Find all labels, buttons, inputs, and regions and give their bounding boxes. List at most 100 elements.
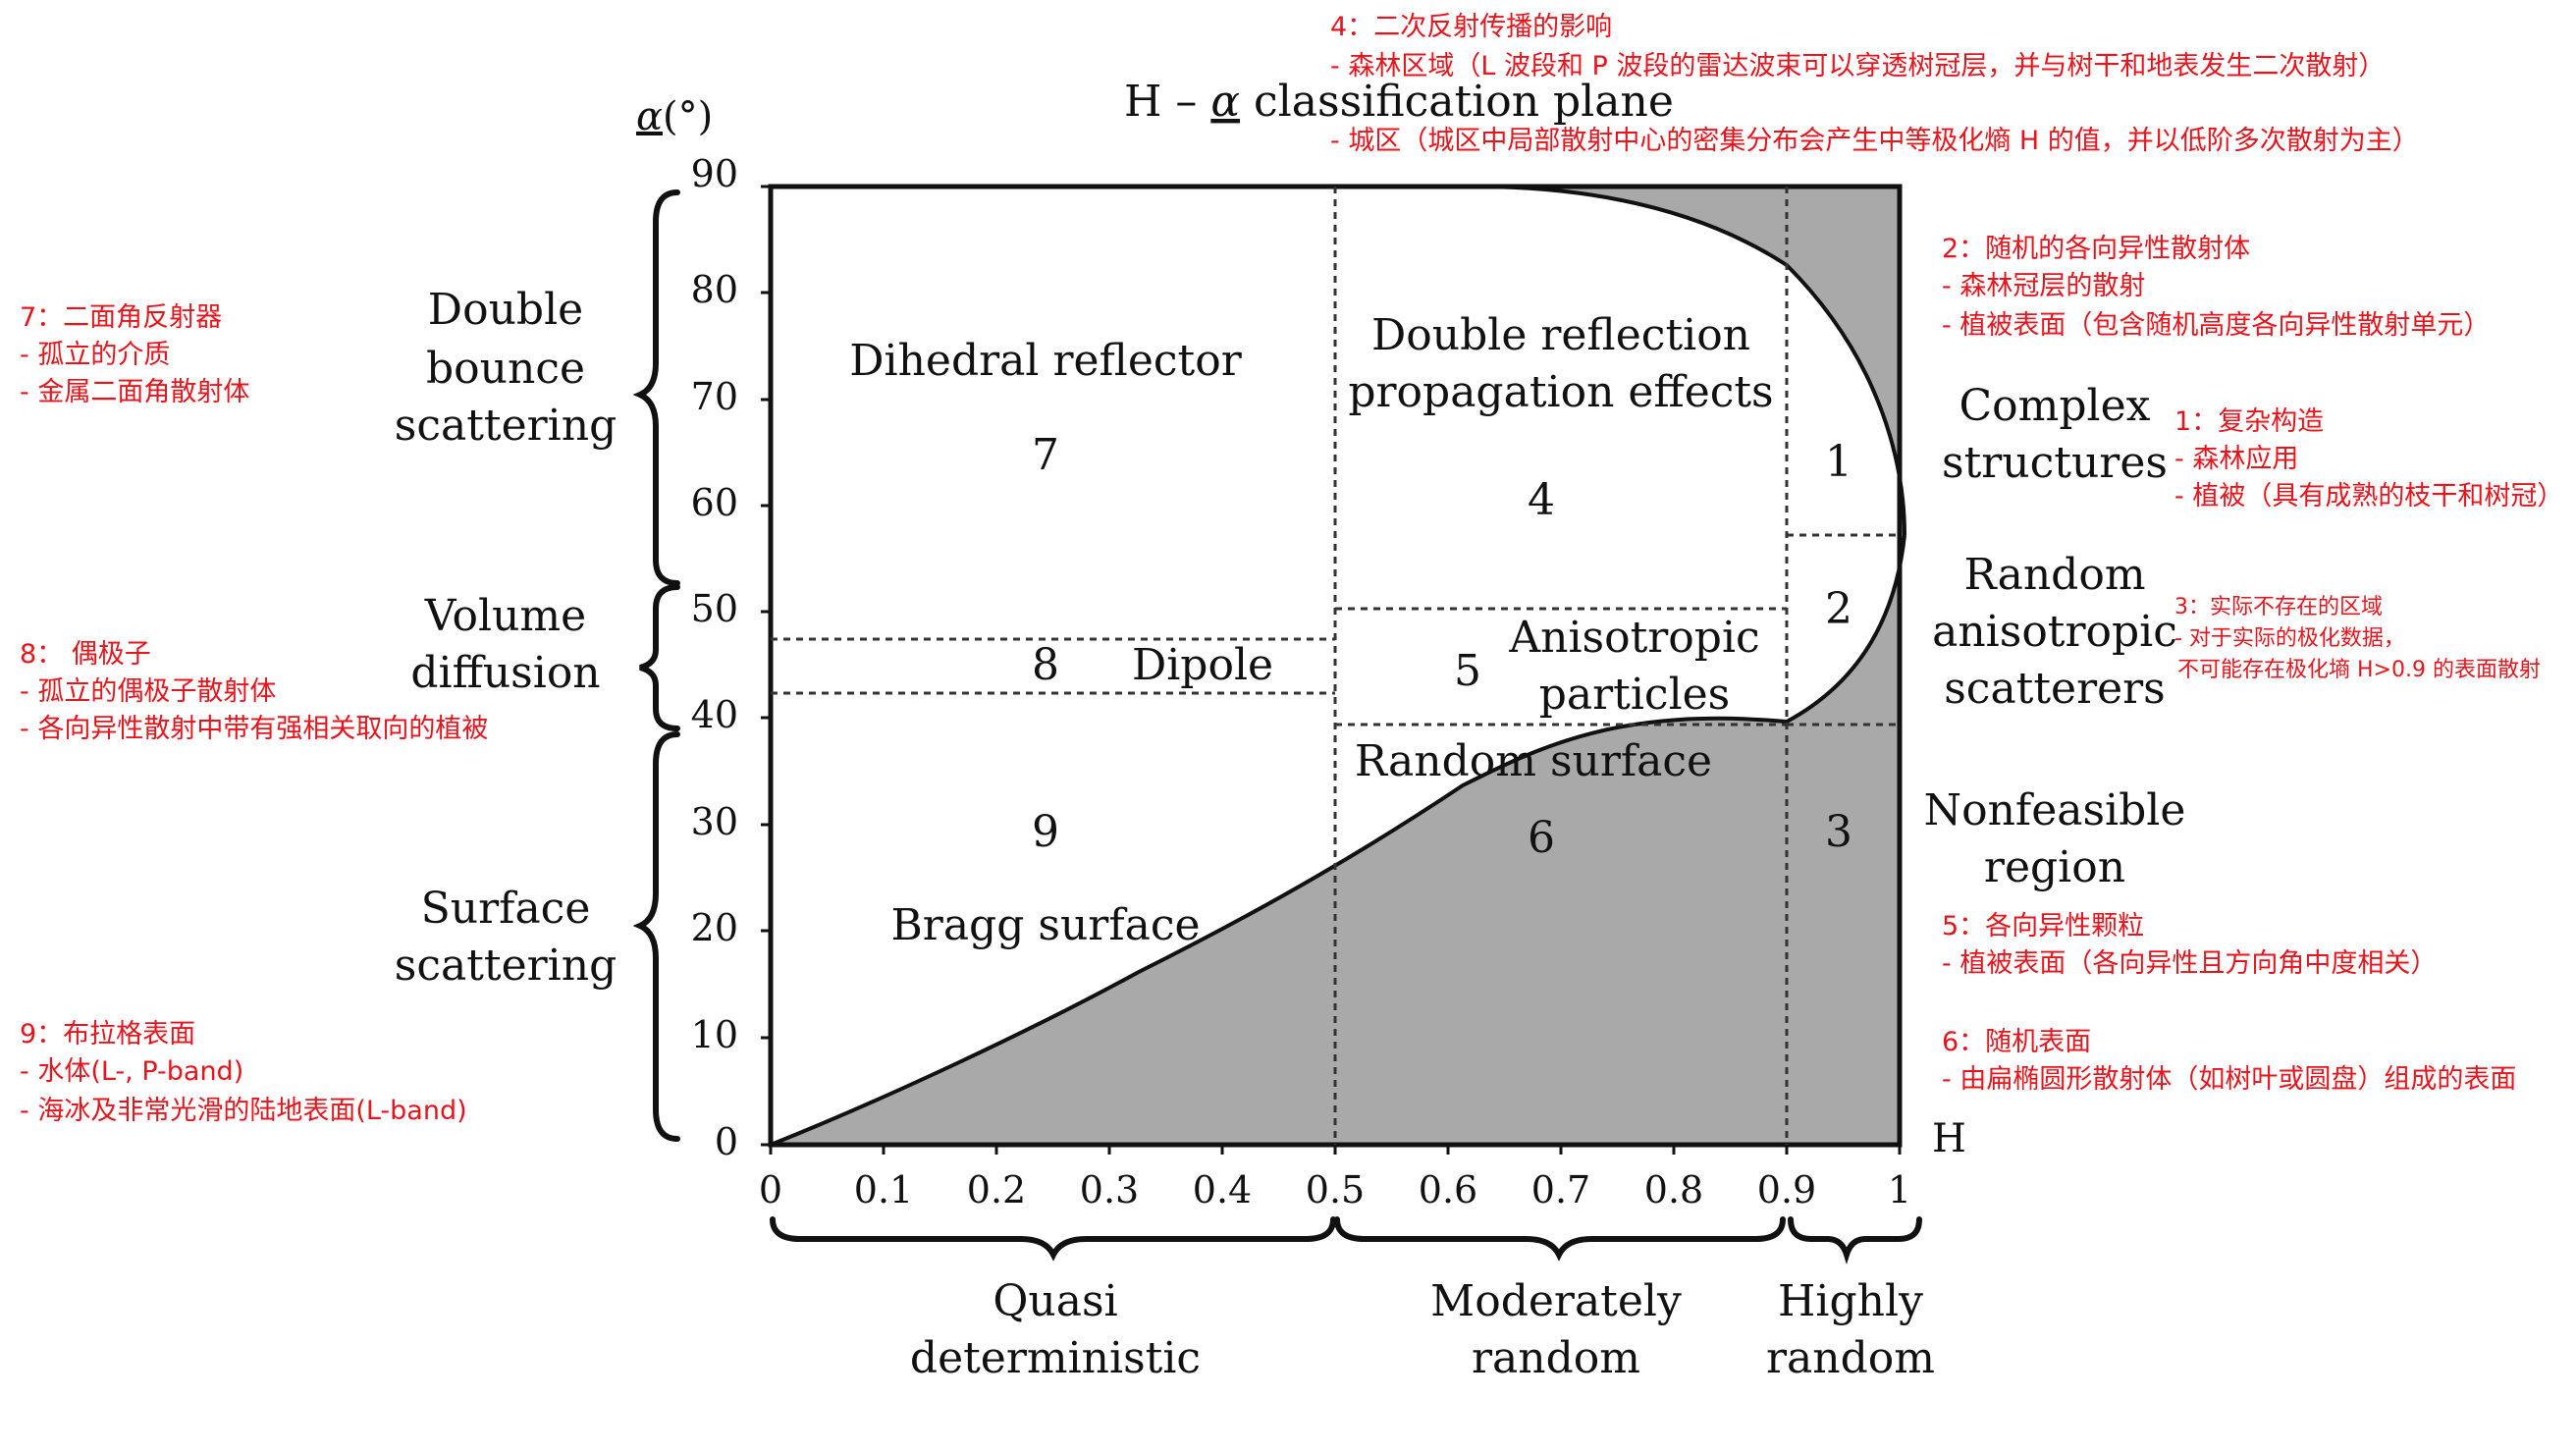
zone-aniso-2: particles [1539, 670, 1731, 720]
label-random-1: random [1472, 1333, 1640, 1383]
svg-text:- 由扁椭圆形散射体（如树叶或圆盘）组成的表面: - 由扁椭圆形散射体（如树叶或圆盘）组成的表面 [1942, 1064, 2516, 1095]
x-tick-0.5: 0.5 [1306, 1168, 1365, 1211]
label-random: Random [1963, 550, 2145, 600]
zone-dividers [771, 187, 1900, 1145]
brace-quasi-deterministic [770, 1216, 1336, 1262]
zone-double-reflection-2: propagation effects [1348, 367, 1773, 417]
x-tick-0.6: 0.6 [1419, 1168, 1477, 1211]
annotation-2: 2：随机的各向异性散射体 - 森林冠层的散射 - 植被表面（包含随机高度各向异性… [1942, 234, 2490, 341]
zone-bragg-label: Bragg surface [890, 900, 1200, 950]
zone-7-number: 7 [1032, 430, 1059, 480]
zone-6-number: 6 [1528, 813, 1555, 863]
label-highly: Highly [1778, 1276, 1923, 1326]
label-nonfeasible: Nonfeasible [1924, 785, 2186, 835]
x-tick-1: 1 [1888, 1168, 1911, 1211]
svg-text:7：二面角反射器: 7：二面角反射器 [20, 302, 222, 333]
label-diffusion: diffusion [410, 648, 600, 698]
annotation-7: 7：二面角反射器 - 孤立的介质 - 金属二面角散射体 [20, 302, 249, 407]
brace-volume-diffusion [639, 584, 680, 731]
y-tick-60: 60 [691, 481, 738, 524]
x-tick-0.1: 0.1 [854, 1168, 913, 1211]
lower-boundary-curve [770, 534, 1906, 1147]
x-tick-0: 0 [759, 1168, 782, 1211]
y-tick-20: 20 [691, 906, 738, 949]
svg-text:6：随机表面: 6：随机表面 [1942, 1027, 2091, 1057]
label-moderately: Moderately [1430, 1276, 1682, 1326]
label-anisotropic: anisotropic [1932, 607, 2177, 657]
y-tick-90: 90 [691, 152, 738, 195]
x-tick-0.3: 0.3 [1080, 1168, 1139, 1211]
svg-text:- 海冰及非常光滑的陆地表面(L-band): - 海冰及非常光滑的陆地表面(L-band) [20, 1096, 467, 1126]
x-tick-0.9: 0.9 [1757, 1168, 1816, 1211]
y-axis-label: α(°) [636, 94, 713, 139]
label-volume: Volume [424, 591, 586, 641]
label-complex: Complex [1959, 381, 2151, 431]
zone-9-number: 9 [1032, 807, 1059, 857]
y-tick-marks [761, 185, 771, 1147]
label-surface: Surface [421, 884, 591, 934]
label-bounce: bounce [426, 344, 585, 394]
zone-labels: Dihedral reflector 7 Double reflection p… [849, 310, 1852, 950]
zone-2-number: 2 [1825, 584, 1852, 634]
zone-5-number: 5 [1454, 646, 1481, 696]
zone-aniso-1: Anisotropic [1508, 613, 1759, 663]
label-quasi: Quasi [993, 1276, 1117, 1326]
x-tick-labels: 0 0.1 0.2 0.3 0.4 0.5 0.6 0.7 0.8 0.9 1 [759, 1168, 1911, 1211]
svg-text:- 水体(L-, P-band): - 水体(L-, P-band) [20, 1056, 243, 1087]
svg-text:- 植被表面（各向异性且方向角中度相关）: - 植被表面（各向异性且方向角中度相关） [1942, 948, 2437, 979]
label-structures: structures [1942, 438, 2168, 488]
svg-text:1：复杂构造: 1：复杂构造 [2174, 406, 2324, 437]
brace-moderately-random [1334, 1216, 1786, 1262]
svg-text:3：实际不存在的区域: 3：实际不存在的区域 [2174, 595, 2383, 619]
y-axis-unit: (°) [663, 94, 713, 139]
label-scattering-1: scattering [395, 401, 617, 451]
annotation-3: 3：实际不存在的区域 - 对于实际的极化数据， 不可能存在极化墒 H>0.9 的… [2174, 595, 2541, 682]
x-tick-0.8: 0.8 [1644, 1168, 1703, 1211]
annotation-1: 1：复杂构造 - 森林应用 - 植被（具有成熟的枝干和树冠） [2174, 406, 2563, 511]
x-tick-0.4: 0.4 [1193, 1168, 1252, 1211]
plot-title: H – α classification plane [1124, 77, 1674, 127]
svg-text:不可能存在极化墒 H>0.9 的表面散射: 不可能存在极化墒 H>0.9 的表面散射 [2177, 658, 2541, 682]
annotation-4: 4：二次反射传播的影响 - 森林区域（L 波段和 P 波段的雷达波束可以穿透树冠… [1330, 12, 2419, 156]
svg-text:- 森林应用: - 森林应用 [2174, 444, 2298, 474]
zone-4-number: 4 [1528, 475, 1555, 525]
svg-text:- 森林区域（L 波段和 P 波段的雷达波束可以穿透树冠层，: - 森林区域（L 波段和 P 波段的雷达波束可以穿透树冠层，并与树干和地表发生二… [1330, 51, 2385, 81]
zone-random-surface: Random surface [1355, 736, 1712, 786]
zone-dipole-label: Dipole [1132, 640, 1273, 690]
svg-text:4：二次反射传播的影响: 4：二次反射传播的影响 [1330, 12, 1612, 42]
svg-text:- 金属二面角散射体: - 金属二面角散射体 [20, 377, 249, 407]
y-tick-70: 70 [691, 375, 738, 418]
svg-text:8： 偶极子: 8： 偶极子 [20, 639, 151, 670]
svg-text:5：各向异性颗粒: 5：各向异性颗粒 [1942, 911, 2144, 942]
y-tick-labels: 0 10 20 30 40 50 60 70 80 90 [691, 152, 738, 1163]
bottom-group-labels: Quasi deterministic Moderately random Hi… [910, 1276, 1935, 1383]
annotation-9: 9：布拉格表面 - 水体(L-, P-band) - 海冰及非常光滑的陆地表面(… [20, 1019, 467, 1126]
brace-highly-random [1788, 1216, 1922, 1265]
annotation-6: 6：随机表面 - 由扁椭圆形散射体（如树叶或圆盘）组成的表面 [1942, 1027, 2516, 1095]
svg-text:- 植被（具有成熟的枝干和树冠）: - 植被（具有成熟的枝干和树冠） [2174, 481, 2563, 511]
svg-text:9：布拉格表面: 9：布拉格表面 [20, 1019, 195, 1049]
svg-text:- 城区（城区中局部散射中心的密集分布会产生中等极化熵 H: - 城区（城区中局部散射中心的密集分布会产生中等极化熵 H 的值，并以低阶多次散… [1330, 126, 2419, 156]
svg-text:- 森林冠层的散射: - 森林冠层的散射 [1942, 271, 2145, 301]
y-tick-80: 80 [691, 268, 738, 311]
label-scatterers: scatterers [1944, 664, 2166, 714]
y-tick-30: 30 [691, 800, 738, 843]
svg-text:- 植被表面（包含随机高度各向异性散射单元）: - 植被表面（包含随机高度各向异性散射单元） [1942, 310, 2490, 341]
label-deterministic: deterministic [910, 1333, 1201, 1383]
y-tick-40: 40 [691, 693, 738, 736]
label-region: region [1984, 842, 2125, 892]
zone-dihedral-label: Dihedral reflector [849, 336, 1242, 386]
bottom-braces [770, 1216, 1922, 1265]
label-scattering-2: scattering [395, 941, 617, 991]
svg-text:2：随机的各向异性散射体: 2：随机的各向异性散射体 [1942, 234, 2250, 264]
svg-text:- 各向异性散射中带有强相关取向的植被: - 各向异性散射中带有强相关取向的植被 [20, 714, 488, 744]
label-double: Double [428, 285, 583, 335]
y-axis-alpha: α [636, 94, 663, 139]
left-braces [632, 189, 680, 1142]
label-random-2: random [1766, 1333, 1935, 1383]
x-tick-marks [769, 1145, 1902, 1155]
zone-3-number: 3 [1825, 807, 1852, 857]
nonfeasible-region [771, 187, 1905, 1145]
annotation-5: 5：各向异性颗粒 - 植被表面（各向异性且方向角中度相关） [1942, 911, 2437, 979]
